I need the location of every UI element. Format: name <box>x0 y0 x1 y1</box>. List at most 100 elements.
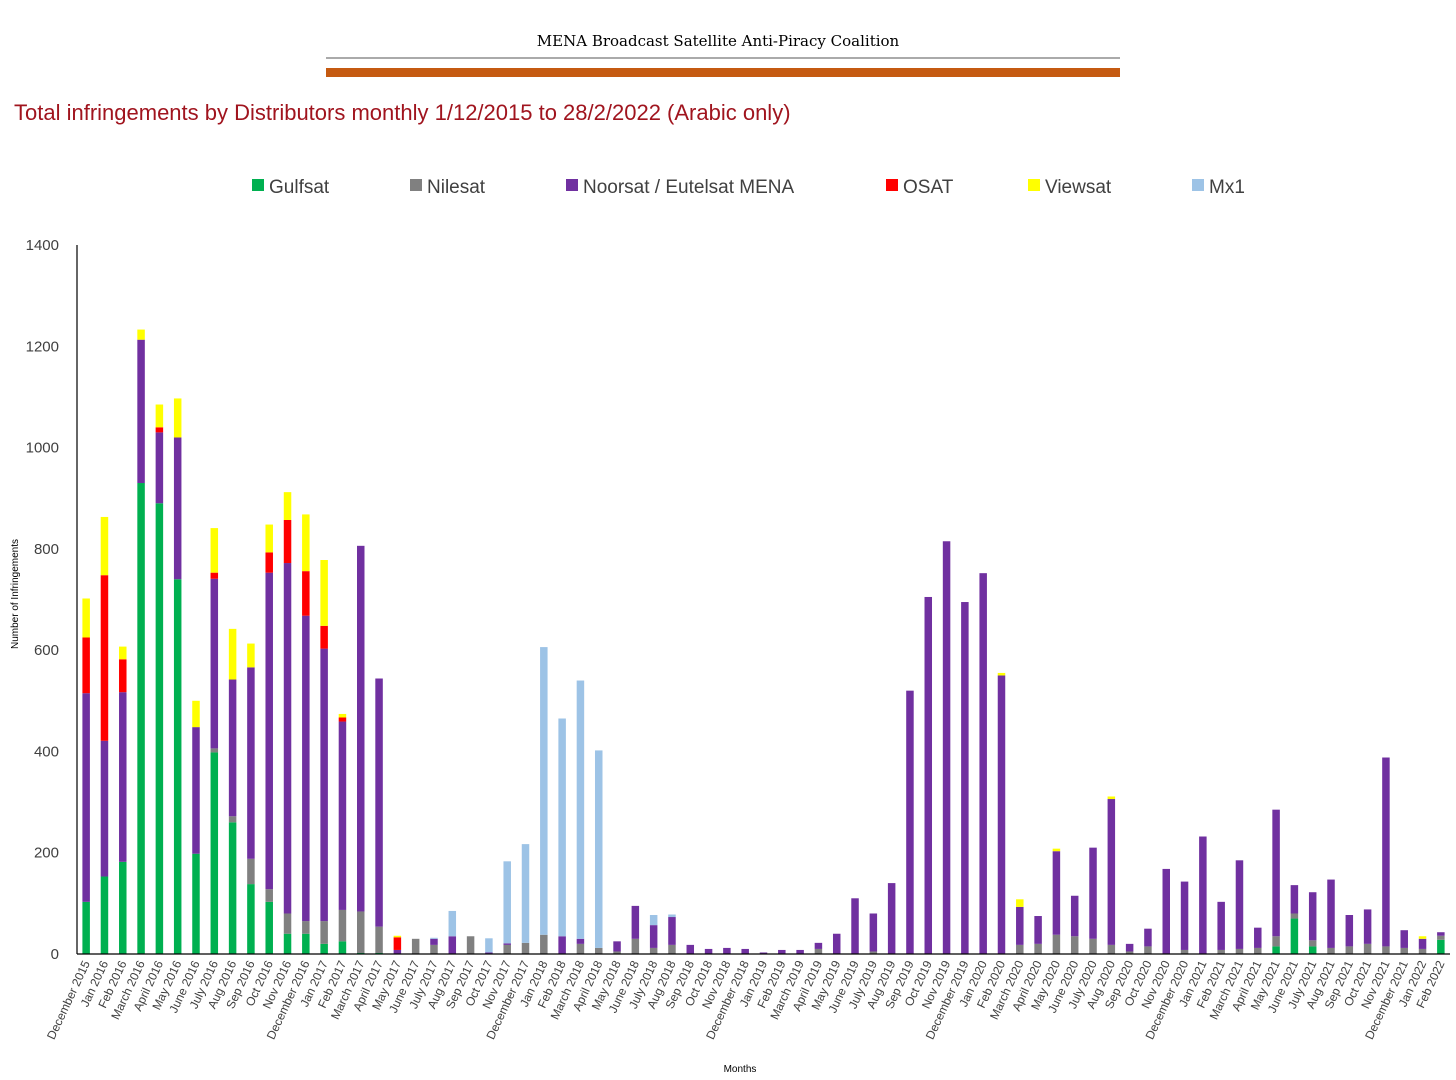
bar-stack <box>1162 868 1170 954</box>
bar-segment-gulfsat <box>155 503 164 954</box>
bar-segment-noorsat-eutelsat-mena <box>1437 932 1445 936</box>
bar-segment-osat <box>210 572 219 579</box>
bar-segment-noorsat-eutelsat-mena <box>1254 927 1262 948</box>
bar-segment-viewsat <box>119 646 127 660</box>
bar-segment-viewsat <box>283 492 292 520</box>
bar-segment-mx1 <box>540 647 548 935</box>
bar-stack <box>631 905 640 954</box>
bar-segment-nilesat <box>1034 943 1042 954</box>
bar-segment-noorsat-eutelsat-mena <box>1180 881 1189 950</box>
bar-segment-nilesat <box>1180 949 1189 954</box>
bar-stack <box>338 713 347 954</box>
y-tick-label: 200 <box>34 845 59 862</box>
bar-stack <box>283 492 292 954</box>
bar-segment-noorsat-eutelsat-mena <box>210 578 219 749</box>
bar-stack <box>741 948 749 954</box>
bar-stack <box>100 516 109 954</box>
bar-segment-gulfsat <box>338 941 347 954</box>
bar-stack <box>247 643 255 954</box>
bar-segment-nilesat <box>1107 944 1116 954</box>
bar-segment-mx1 <box>649 915 658 926</box>
bar-segment-osat <box>283 519 292 564</box>
bar-segment-gulfsat <box>119 861 127 954</box>
bar-segment-noorsat-eutelsat-mena <box>1235 860 1244 949</box>
bar-segment-nilesat <box>613 951 621 954</box>
bar-stack <box>1144 928 1152 954</box>
legend-label-2: Noorsat / Eutelsat MENA <box>583 177 795 198</box>
bar-segment-gulfsat <box>1290 918 1299 954</box>
y-axis-title: Number of Infringements <box>10 539 21 649</box>
bar-segment-noorsat-eutelsat-mena <box>1217 901 1225 950</box>
bar-segment-noorsat-eutelsat-mena <box>796 949 804 954</box>
bar-segment-gulfsat <box>302 933 310 954</box>
bar-segment-nilesat <box>1418 948 1427 954</box>
bar-segment-noorsat-eutelsat-mena <box>558 936 566 954</box>
legend-label-4: Viewsat <box>1045 177 1112 198</box>
bar-stack <box>503 861 511 954</box>
bar-stack <box>1107 796 1116 954</box>
bar-segment-nilesat <box>1217 949 1225 954</box>
bar-stack <box>704 948 713 954</box>
bar-segment-viewsat <box>1052 848 1061 852</box>
bar-segment-nilesat <box>1052 934 1061 954</box>
y-tick-label: 800 <box>34 541 59 558</box>
bar-segment-nilesat <box>1290 913 1299 919</box>
bar-segment-noorsat-eutelsat-mena <box>1382 757 1390 947</box>
bar-segment-noorsat-eutelsat-mena <box>192 727 200 854</box>
legend-swatch-5 <box>1192 179 1204 191</box>
bar-segment-noorsat-eutelsat-mena <box>100 740 109 877</box>
bar-segment-nilesat <box>1382 946 1390 954</box>
bar-segment-noorsat-eutelsat-mena <box>778 949 786 954</box>
bar-segment-noorsat-eutelsat-mena <box>247 667 255 859</box>
bar-segment-nilesat <box>247 858 255 885</box>
bar-segment-nilesat <box>1089 938 1097 954</box>
bar-segment-noorsat-eutelsat-mena <box>430 938 438 945</box>
bar-segment-noorsat-eutelsat-mena <box>357 545 365 912</box>
bar-stack <box>1235 860 1244 954</box>
bar-segment-noorsat-eutelsat-mena <box>979 573 987 954</box>
bar-stack <box>851 898 859 954</box>
bar-segment-nilesat <box>338 909 347 942</box>
bar-segment-nilesat <box>302 921 310 934</box>
bar-segment-nilesat <box>1327 947 1335 954</box>
coalition-title: MENA Broadcast Satellite Anti-Piracy Coa… <box>537 32 900 50</box>
bar-stack <box>1418 936 1427 954</box>
bar-stack <box>1382 757 1390 954</box>
bar-stack <box>540 647 548 954</box>
bar-segment-gulfsat <box>320 943 328 954</box>
bar-segment-nilesat <box>869 951 878 954</box>
bar-stack <box>357 545 365 954</box>
bar-segment-noorsat-eutelsat-mena <box>173 437 182 580</box>
bar-segment-noorsat-eutelsat-mena <box>613 941 621 952</box>
bar-segment-nilesat <box>668 944 676 954</box>
bar-segment-nilesat <box>228 816 237 823</box>
bar-stack <box>320 560 328 954</box>
bar-segment-nilesat <box>265 889 273 902</box>
y-axis: 0 200 400 600 800 1000 1200 1400 <box>26 237 78 963</box>
bar-segment-noorsat-eutelsat-mena <box>814 942 823 949</box>
bar-segment-viewsat <box>1107 796 1116 800</box>
bar-segment-gulfsat <box>173 579 182 954</box>
bar-segment-nilesat <box>283 913 292 934</box>
bar-segment-viewsat <box>155 404 164 428</box>
bar-stack <box>832 933 841 954</box>
bar-segment-noorsat-eutelsat-mena <box>961 602 969 954</box>
bar-segment-noorsat-eutelsat-mena <box>887 883 896 954</box>
bar-segment-mx1 <box>594 750 603 948</box>
bar-segment-nilesat <box>649 947 658 954</box>
bar-segment-osat <box>320 625 328 649</box>
bar-segment-noorsat-eutelsat-mena <box>649 925 658 948</box>
bar-stack <box>448 910 457 954</box>
bar-stack <box>137 329 145 954</box>
bar-segment-mx1 <box>521 844 530 943</box>
bar-segment-noorsat-eutelsat-mena <box>155 432 164 504</box>
x-axis-title: Months <box>724 1064 757 1075</box>
bar-segment-osat <box>265 552 273 573</box>
bar-stack <box>869 913 878 954</box>
bar-segment-nilesat <box>1363 943 1372 954</box>
bar-segment-noorsat-eutelsat-mena <box>1327 879 1335 948</box>
bar-segment-nilesat <box>1254 947 1262 954</box>
bar-segment-viewsat <box>100 516 109 576</box>
bar-segment-gulfsat <box>210 752 219 954</box>
